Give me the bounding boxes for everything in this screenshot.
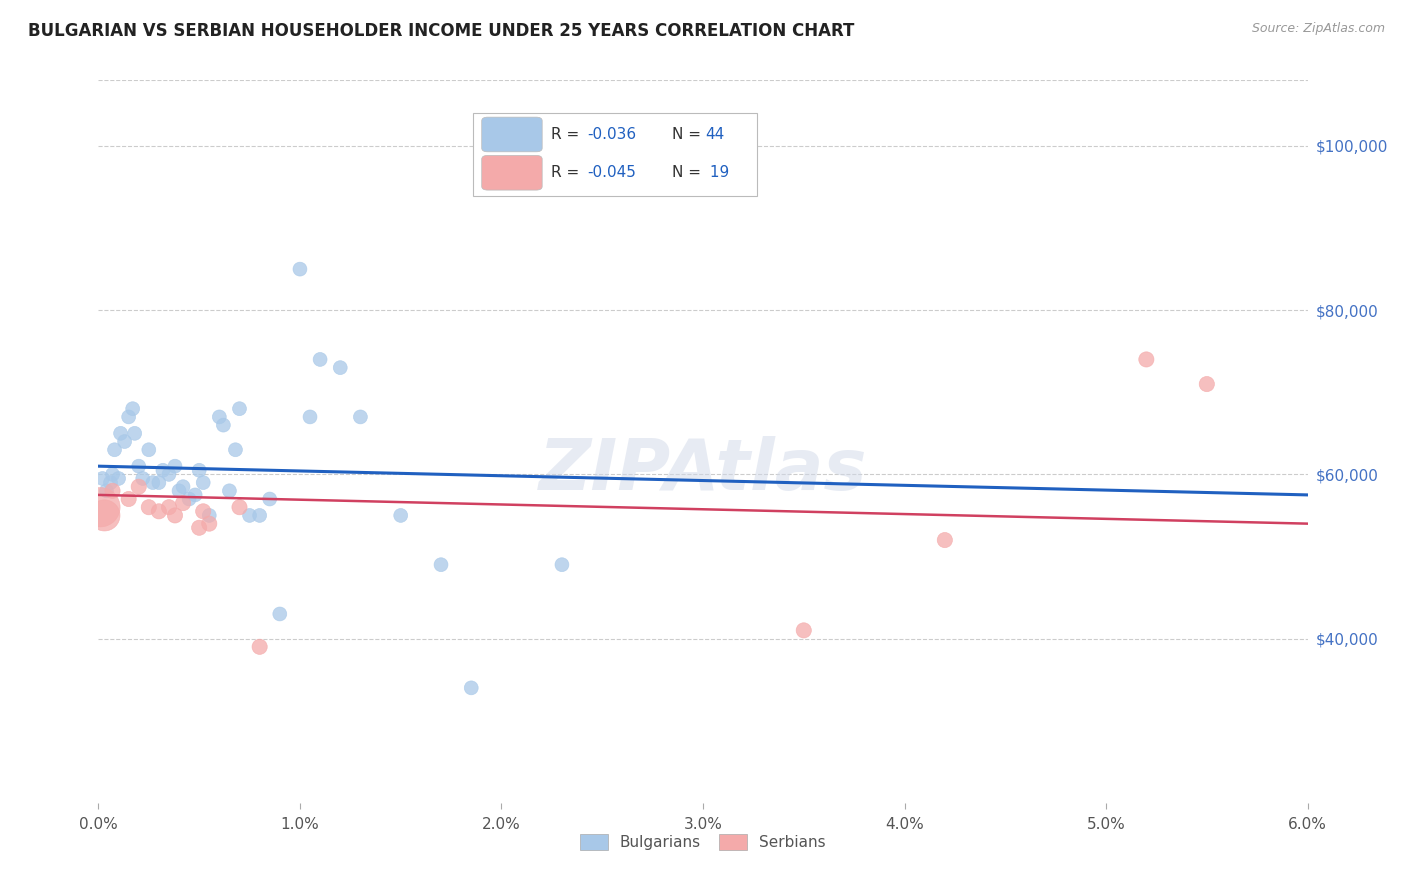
Point bbox=[193, 475, 215, 490]
Point bbox=[228, 500, 250, 515]
Point bbox=[179, 491, 201, 506]
Point bbox=[107, 471, 129, 485]
Text: ZIPAtlas: ZIPAtlas bbox=[538, 436, 868, 505]
Point bbox=[188, 463, 211, 477]
Point bbox=[218, 483, 240, 498]
Text: N =: N = bbox=[672, 127, 706, 142]
Point bbox=[309, 352, 332, 367]
Point bbox=[389, 508, 412, 523]
Point bbox=[118, 409, 141, 424]
Point bbox=[212, 418, 235, 433]
Point bbox=[128, 459, 150, 474]
Text: BULGARIAN VS SERBIAN HOUSEHOLDER INCOME UNDER 25 YEARS CORRELATION CHART: BULGARIAN VS SERBIAN HOUSEHOLDER INCOME … bbox=[28, 22, 855, 40]
Point bbox=[128, 480, 150, 494]
Text: 44: 44 bbox=[706, 127, 724, 142]
Point bbox=[228, 401, 250, 416]
Point bbox=[89, 500, 111, 515]
Point bbox=[249, 508, 271, 523]
Point bbox=[124, 426, 146, 441]
Point bbox=[349, 409, 371, 424]
Point bbox=[184, 488, 207, 502]
Text: R =: R = bbox=[551, 165, 583, 180]
Point bbox=[288, 262, 311, 277]
Point bbox=[157, 500, 180, 515]
Point bbox=[148, 475, 170, 490]
Point bbox=[114, 434, 136, 449]
Text: -0.045: -0.045 bbox=[586, 165, 636, 180]
Point bbox=[299, 409, 322, 424]
Point bbox=[121, 401, 143, 416]
Point bbox=[172, 496, 194, 510]
Point bbox=[148, 504, 170, 518]
Point bbox=[460, 681, 482, 695]
Point bbox=[269, 607, 291, 621]
Point bbox=[167, 483, 190, 498]
Point bbox=[793, 624, 815, 638]
Text: R =: R = bbox=[551, 127, 583, 142]
Text: 19: 19 bbox=[706, 165, 730, 180]
Point bbox=[1195, 377, 1218, 392]
Point bbox=[198, 516, 221, 531]
Point bbox=[138, 500, 160, 515]
Point bbox=[193, 504, 215, 518]
Text: N =: N = bbox=[672, 165, 706, 180]
Point bbox=[91, 471, 114, 485]
Point bbox=[110, 426, 132, 441]
Text: Source: ZipAtlas.com: Source: ZipAtlas.com bbox=[1251, 22, 1385, 36]
Point bbox=[118, 491, 141, 506]
Point bbox=[208, 409, 231, 424]
Point bbox=[172, 480, 194, 494]
Point bbox=[551, 558, 574, 572]
Point bbox=[152, 463, 174, 477]
Point bbox=[142, 475, 165, 490]
Point bbox=[430, 558, 453, 572]
Point bbox=[101, 467, 124, 482]
Point bbox=[163, 508, 186, 523]
Point bbox=[198, 508, 221, 523]
Point bbox=[163, 459, 186, 474]
Point bbox=[259, 491, 281, 506]
Point bbox=[96, 483, 118, 498]
Point bbox=[188, 521, 211, 535]
Point bbox=[239, 508, 262, 523]
Point bbox=[101, 483, 124, 498]
FancyBboxPatch shape bbox=[482, 155, 543, 190]
Point bbox=[934, 533, 956, 547]
Text: -0.036: -0.036 bbox=[586, 127, 636, 142]
Point bbox=[132, 471, 155, 485]
Point bbox=[249, 640, 271, 654]
Point bbox=[103, 442, 125, 457]
Point bbox=[329, 360, 352, 375]
Point bbox=[1135, 352, 1157, 367]
FancyBboxPatch shape bbox=[474, 112, 758, 196]
Point bbox=[138, 442, 160, 457]
Legend: Bulgarians, Serbians: Bulgarians, Serbians bbox=[574, 829, 832, 856]
Point bbox=[157, 467, 180, 482]
Point bbox=[93, 508, 115, 523]
Point bbox=[100, 475, 122, 490]
Point bbox=[224, 442, 246, 457]
FancyBboxPatch shape bbox=[482, 117, 543, 152]
